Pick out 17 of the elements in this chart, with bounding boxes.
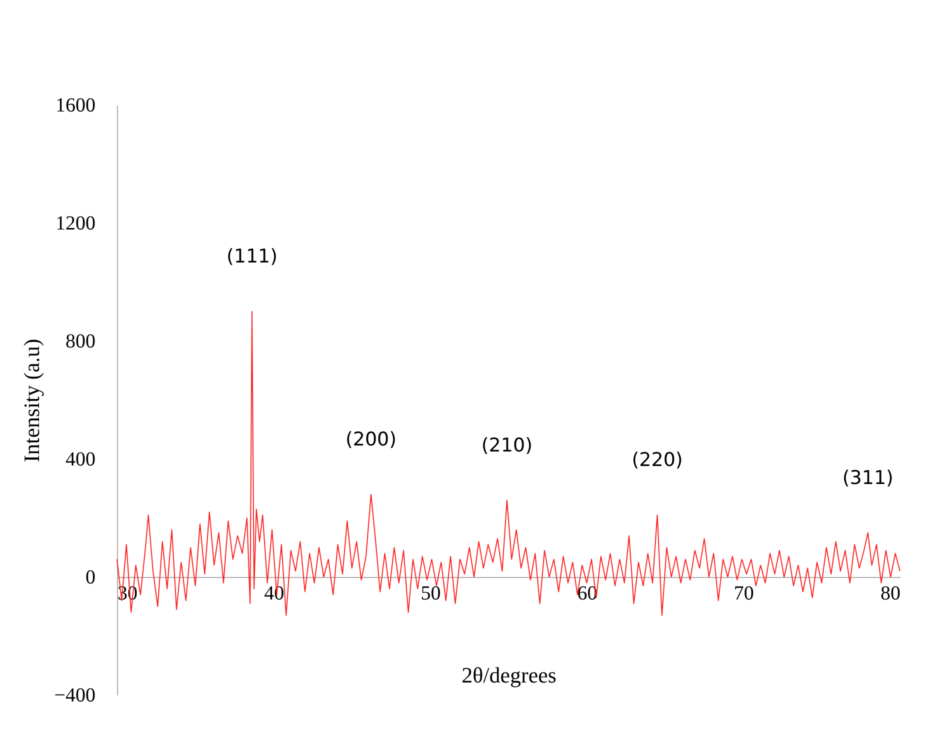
x-tick-label: 80 [880,582,900,604]
x-axis-title: 2θ/degrees [462,662,556,688]
annotation: (311) [842,466,894,489]
annotation: (111) [226,246,278,268]
y-tick-label: 1600 [56,94,96,116]
y-tick-label: 0 [86,566,96,588]
y-axis-title: Intensity (a.u) [19,338,44,462]
y-tick-label: −400 [54,684,96,706]
annotation: (210) [481,434,532,456]
y-tick-label: 800 [66,330,96,352]
x-tick-label: 70 [734,582,754,604]
y-tick-label: 400 [66,448,96,470]
y-tick-label: 1200 [56,212,96,234]
x-tick-label: 50 [420,582,441,604]
annotation: (200) [345,428,397,450]
annotation: (220) [632,449,683,472]
line-series [116,311,900,616]
